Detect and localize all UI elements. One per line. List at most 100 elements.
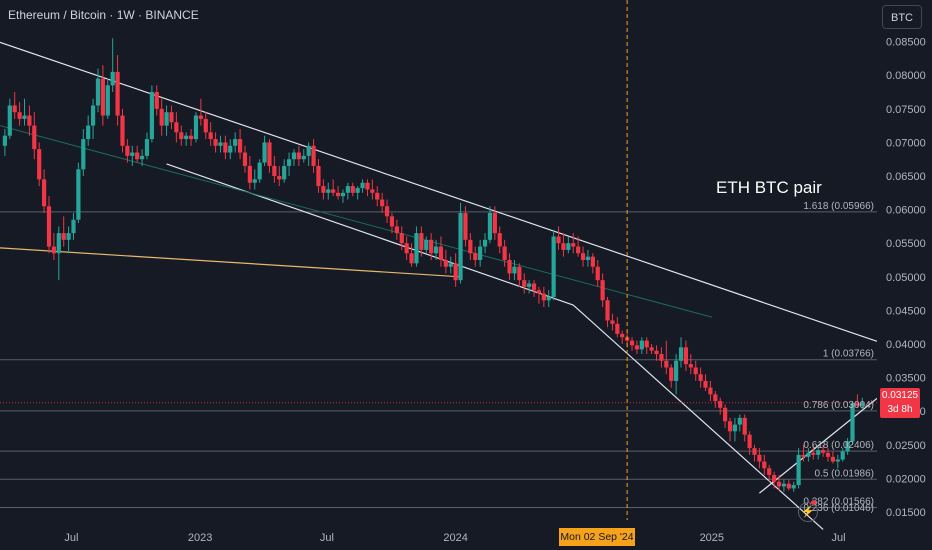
candle-body xyxy=(811,452,816,455)
candle-body xyxy=(742,417,747,435)
currency-badge[interactable]: BTC xyxy=(882,5,922,29)
candle-body xyxy=(144,139,150,156)
candle-body xyxy=(688,364,693,368)
trendline-support xyxy=(0,247,461,278)
candle-body xyxy=(429,239,434,254)
candle-body xyxy=(453,263,458,281)
candle-body xyxy=(531,283,537,291)
lightning-icon[interactable]: ⚡ xyxy=(798,502,818,522)
fib-level-label: 1.618 (0.05966) xyxy=(803,201,874,212)
trendline-mid-channel xyxy=(0,125,712,318)
candle-body xyxy=(66,233,71,240)
candle-body xyxy=(463,212,468,240)
candle-body xyxy=(703,380,708,388)
candle-body xyxy=(541,293,546,301)
candle-body xyxy=(551,236,556,297)
candle-body xyxy=(732,424,738,432)
candle-body xyxy=(252,179,257,183)
candle-body xyxy=(718,401,723,408)
candle-body xyxy=(321,186,326,193)
candle-body xyxy=(786,483,791,489)
candle-body xyxy=(443,260,448,267)
time-tick-label: Jul xyxy=(64,532,78,544)
candle-body xyxy=(399,233,404,244)
time-tick-label: Jul xyxy=(320,532,334,544)
candle-body xyxy=(424,239,429,250)
candle-body xyxy=(277,176,282,180)
symbol-title[interactable]: Ethereum / Bitcoin · 1W · BINANCE xyxy=(8,8,199,22)
last-price-label: 0.03125 3d 8h xyxy=(880,388,920,418)
candle-body xyxy=(860,402,865,406)
candle-body xyxy=(355,188,360,193)
candle-body xyxy=(110,71,115,86)
candle-body xyxy=(478,246,483,260)
fib-level-label: 0.786 (0.03004) xyxy=(803,400,874,411)
candle-body xyxy=(81,139,86,170)
candle-body xyxy=(727,421,733,432)
candle-body xyxy=(796,454,801,486)
price-tick-label: 0.04000 xyxy=(886,339,926,351)
candle-body xyxy=(713,394,718,402)
candle-body xyxy=(394,226,399,234)
candle-body xyxy=(22,115,27,119)
candle-body xyxy=(159,108,164,126)
candle-body xyxy=(301,155,306,160)
candle-body xyxy=(620,333,625,338)
candle-body xyxy=(262,142,267,163)
candle-body xyxy=(507,260,512,274)
candle-body xyxy=(556,236,561,244)
price-tick-label: 0.06000 xyxy=(886,205,926,217)
candle-body xyxy=(27,115,32,126)
candle-body xyxy=(198,115,203,119)
candle-body xyxy=(76,169,81,220)
candle-body xyxy=(228,145,233,153)
candle-body xyxy=(384,206,390,217)
candle-body xyxy=(767,468,772,475)
fib-level-label: 0.5 (0.01986) xyxy=(815,468,875,479)
candle-body xyxy=(487,212,493,240)
candle-body xyxy=(644,340,649,348)
candle-body xyxy=(32,125,37,150)
candle-body xyxy=(135,152,140,160)
price-axis[interactable]: 0.08500 0.08000 0.07500 0.07000 0.06500 0.060… xyxy=(877,0,932,550)
candle-body xyxy=(585,256,591,260)
candle-body xyxy=(115,71,120,116)
candle-body xyxy=(438,246,444,260)
candle-body xyxy=(414,233,419,264)
candle-body xyxy=(223,142,228,153)
candle-body xyxy=(512,266,517,274)
price-tick-label: 0.05000 xyxy=(886,272,926,284)
candle-body xyxy=(130,152,135,156)
candle-body xyxy=(473,253,478,260)
fib-level-label: 0.236 (0.01046) xyxy=(803,503,874,514)
time-tick-label: Jul xyxy=(831,532,845,544)
candle-body xyxy=(825,452,831,457)
candle-body xyxy=(708,387,713,395)
trendline-breakdown xyxy=(572,304,824,530)
candle-body xyxy=(659,354,664,361)
candle-body xyxy=(37,149,42,180)
candle-body xyxy=(375,192,380,200)
candle-body xyxy=(605,300,610,321)
candle-body xyxy=(654,350,659,355)
candle-body xyxy=(517,266,522,281)
price-tick-label: 0.07000 xyxy=(886,137,926,149)
candle-body xyxy=(51,246,56,254)
candle-body xyxy=(316,165,321,187)
candle-body xyxy=(497,233,502,247)
candle-body xyxy=(747,434,752,449)
candle-body xyxy=(595,266,600,281)
candle-body xyxy=(242,152,248,166)
candle-body xyxy=(522,280,527,287)
candle-body xyxy=(7,105,12,136)
candle-body xyxy=(664,360,669,368)
candle-body xyxy=(781,483,787,487)
candles xyxy=(2,38,865,492)
candle-body xyxy=(389,216,395,227)
candle-body xyxy=(482,239,488,247)
candle-body xyxy=(174,122,179,133)
crosshair-date-label: Mon 02 Sep '24 xyxy=(559,528,635,546)
candle-body xyxy=(326,189,331,193)
candle-body xyxy=(674,360,679,381)
